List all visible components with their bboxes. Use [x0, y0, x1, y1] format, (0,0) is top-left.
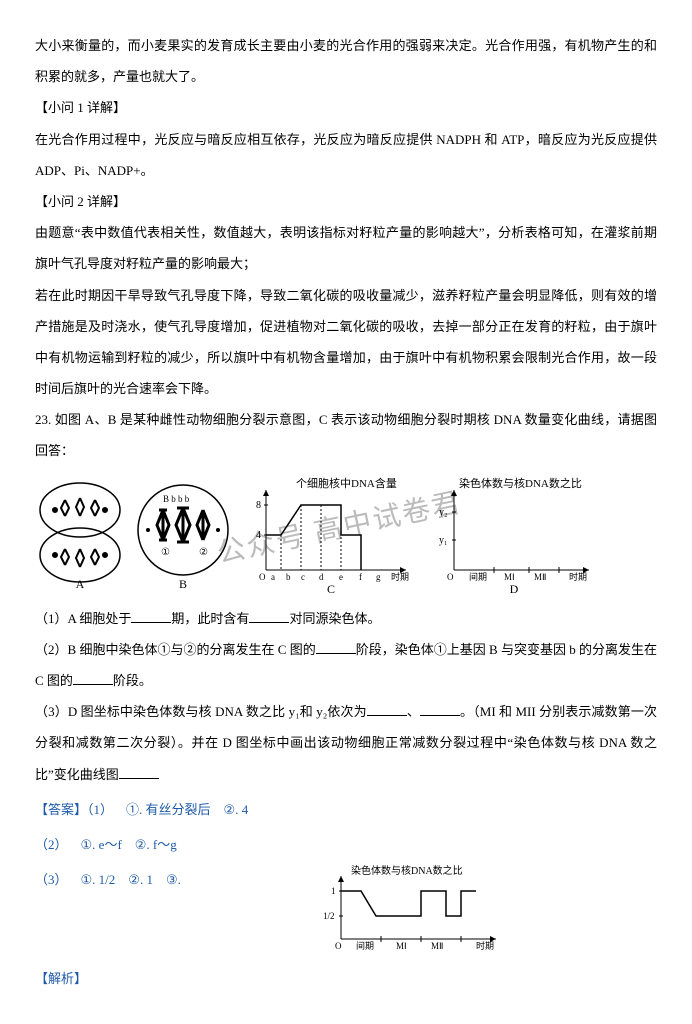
blank: [119, 765, 159, 779]
question-1: （1）A 细胞处于 期，此时含有 对同源染色体。: [35, 603, 657, 634]
svg-text:MⅠ: MⅠ: [396, 941, 407, 951]
svg-text:MⅡ: MⅡ: [431, 941, 443, 951]
svg-text:D: D: [510, 582, 519, 595]
svg-text:MⅠ: MⅠ: [504, 572, 515, 582]
svg-text:染色体数与核DNA数之比: 染色体数与核DNA数之比: [459, 476, 582, 490]
svg-text:时期: 时期: [391, 571, 409, 582]
ans-item: ①. e～f: [81, 829, 122, 860]
answer-1: 【答案】（1） ①. 有丝分裂后 ②. 4: [35, 794, 657, 825]
ans-item: ①. 1/2: [81, 864, 116, 895]
q3-text: 、: [407, 704, 420, 719]
svg-text:O: O: [447, 572, 454, 582]
answer-heading: 【答案】: [35, 802, 87, 817]
svg-text:C: C: [327, 582, 335, 595]
svg-text:8: 8: [256, 500, 261, 511]
chart-c: 个细胞核中DNA含量 8 4 Oa bc d e f g 时期 C: [241, 475, 421, 595]
q3-text: （3）D 图坐标中染色体数与核 DNA 数之比 y₁和 y₂依次为: [35, 704, 367, 719]
svg-text:个细胞核中DNA含量: 个细胞核中DNA含量: [296, 476, 397, 490]
paragraph: 大小来衡量的，而小麦果实的发育成长主要由小麦的光合作用的强弱来决定。光合作用强，…: [35, 30, 657, 92]
sub-heading-1: 【小问 1 详解】: [35, 92, 657, 123]
svg-text:y₁: y₁: [439, 535, 448, 546]
ans-label: （1）: [87, 802, 113, 817]
svg-text:f: f: [359, 572, 362, 582]
svg-text:O: O: [259, 572, 266, 582]
svg-text:c: c: [301, 572, 305, 582]
blank: [73, 671, 113, 685]
blank: [131, 609, 171, 623]
svg-text:O: O: [335, 941, 342, 951]
blank: [249, 609, 289, 623]
svg-text:B b b b: B b b b: [163, 494, 190, 504]
svg-text:染色体数与核DNA数之比: 染色体数与核DNA数之比: [351, 864, 463, 877]
svg-text:①: ①: [161, 547, 170, 558]
answer-2: （2） ①. e～f ②. f～g: [35, 829, 657, 860]
blank: [316, 640, 356, 654]
figure-row: 公众号 高中试卷君 A B b b b ①② B 个细胞核中DNA含量 8 4 …: [35, 475, 657, 595]
question-3: （3）D 图坐标中染色体数与核 DNA 数之比 y₁和 y₂依次为、。（MI 和…: [35, 696, 657, 790]
svg-text:y₂: y₂: [439, 507, 448, 518]
q1-text: 对同源染色体。: [289, 611, 380, 626]
svg-text:MⅡ: MⅡ: [534, 572, 546, 582]
ans-item: ②. 4: [224, 794, 249, 825]
svg-text:4: 4: [256, 530, 261, 541]
svg-text:时期: 时期: [476, 940, 494, 951]
svg-text:时期: 时期: [569, 571, 587, 582]
ans-label: （2）: [35, 837, 68, 852]
svg-text:②: ②: [199, 547, 208, 558]
cell-b-diagram: B b b b ① ② B: [133, 480, 233, 590]
q1-text: （1）A 细胞处于: [35, 611, 131, 626]
svg-text:间期: 间期: [469, 571, 487, 582]
q2-text: 阶段。: [113, 673, 152, 688]
svg-text:g: g: [376, 572, 381, 582]
svg-text:e: e: [339, 572, 343, 582]
sub-heading-2: 【小问 2 详解】: [35, 186, 657, 217]
q2-text: （2）B 细胞中染色体①与②的分离发生在 C 图的: [35, 642, 316, 657]
svg-text:B: B: [179, 577, 187, 590]
svg-text:A: A: [76, 577, 85, 590]
cell-a-diagram: A: [35, 480, 125, 590]
svg-text:1: 1: [331, 886, 336, 896]
svg-text:a: a: [271, 572, 275, 582]
svg-text:1/2: 1/2: [323, 911, 335, 921]
analysis-heading: 【解析】: [35, 963, 657, 994]
chart-d: 染色体数与核DNA数之比 y₂ y₁ O 间期 MⅠ MⅡ 时期 D: [429, 475, 599, 595]
paragraph: 在光合作用过程中，光反应与暗反应相互依存，光反应为暗反应提供 NADPH 和 A…: [35, 124, 657, 186]
ans-item: ③.: [166, 864, 181, 895]
ans-item: ②. f～g: [135, 829, 177, 860]
paragraph: 由题意“表中数值代表相关性，数值越大，表明该指标对籽粒产量的影响越大”，分析表格…: [35, 217, 657, 279]
question-2: （2）B 细胞中染色体①与②的分离发生在 C 图的阶段，染色体①上基因 B 与突…: [35, 634, 657, 696]
svg-text:间期: 间期: [356, 940, 374, 951]
ans-label: （3）: [35, 872, 68, 887]
ans-item: ②. 1: [128, 864, 153, 895]
svg-text:b: b: [286, 572, 291, 582]
blank: [367, 702, 407, 716]
blank: [420, 702, 460, 716]
paragraph: 若在此时期因干旱导致气孔导度下降，导致二氧化碳的吸收量减少，滋养籽粒产量会明显降…: [35, 280, 657, 405]
ans-item: ①. 有丝分裂后: [126, 794, 211, 825]
q1-text: 期，此时含有: [171, 611, 249, 626]
svg-text:d: d: [319, 572, 324, 582]
question-23: 23. 如图 A、B 是某种雌性动物细胞分裂示意图，C 表示该动物细胞分裂时期核…: [35, 404, 657, 466]
